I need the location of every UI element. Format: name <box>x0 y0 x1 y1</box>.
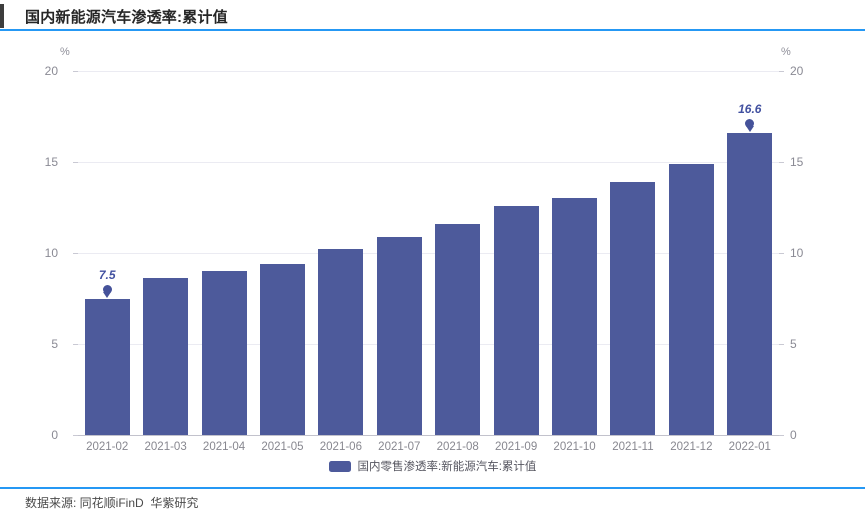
pin-head-icon <box>745 118 755 128</box>
y-axis-tick-left <box>73 344 78 345</box>
bar-2021-11[interactable] <box>610 182 656 435</box>
bar-2021-03[interactable] <box>143 278 189 435</box>
bar-2021-06[interactable] <box>318 249 364 435</box>
bar-2022-01[interactable] <box>727 132 773 435</box>
y-axis-tick-right <box>779 162 784 163</box>
title-accent-bar <box>0 4 4 28</box>
x-axis-label: 2021-06 <box>319 441 362 453</box>
y-axis-label-left: 20 <box>44 64 58 78</box>
y-axis-label-right: 10 <box>790 246 804 260</box>
y-axis-label-left: 15 <box>44 155 58 169</box>
x-axis-label: 2021-11 <box>612 441 654 453</box>
chart-header: 国内新能源汽车渗透率:累计值 <box>0 0 865 31</box>
bar-2021-10[interactable] <box>552 198 598 435</box>
x-axis-label: 2021-10 <box>553 441 596 453</box>
pin-tail-icon <box>103 291 112 298</box>
data-point-pin <box>102 284 112 298</box>
y-axis-tick-right <box>779 344 784 345</box>
pin-tail-icon <box>745 125 754 132</box>
bar-2021-09[interactable] <box>493 205 539 435</box>
x-axis-label: 2021-07 <box>378 441 421 453</box>
bar-chart: % % 0 0 5 5 10 10 15 15 20 20 2021-02 2021-03 2021-0… <box>0 33 865 483</box>
y-axis-unit-right: % <box>781 46 791 58</box>
bar-2021-05[interactable] <box>259 263 305 435</box>
bar-2021-04[interactable] <box>201 271 247 435</box>
bar-2021-08[interactable] <box>435 223 481 435</box>
y-axis-tick-left <box>73 253 78 254</box>
y-axis-tick-left <box>73 162 78 163</box>
y-axis-tick-left <box>73 71 78 72</box>
footer-divider <box>0 487 865 489</box>
data-source-text: 数据来源: 同花顺iFinD 华紫研究 <box>25 496 199 510</box>
x-axis-label: 2021-04 <box>202 441 246 453</box>
y-axis-unit-left: % <box>60 46 70 58</box>
y-axis-label-right: 20 <box>790 64 804 78</box>
x-axis-label: 2021-02 <box>86 441 129 453</box>
legend-swatch <box>328 460 351 472</box>
bar-2021-02[interactable] <box>84 298 130 435</box>
data-point-pin <box>745 118 755 132</box>
y-axis-label-right: 0 <box>790 428 797 442</box>
page-title: 国内新能源汽车渗透率:累计值 <box>25 9 228 26</box>
x-axis-label: 2022-01 <box>728 441 771 453</box>
y-axis-tick-right <box>779 253 784 254</box>
y-axis-label-left: 10 <box>44 246 58 260</box>
x-axis-line <box>78 435 779 436</box>
grid-line <box>78 344 779 345</box>
grid-line <box>78 71 779 72</box>
grid-line <box>78 162 779 163</box>
y-axis-label-left: 0 <box>51 428 58 442</box>
y-axis-tick-left <box>73 435 78 436</box>
data-point-label: 16.6 <box>738 101 762 116</box>
bar-2021-12[interactable] <box>668 163 714 435</box>
x-axis-label: 2021-03 <box>144 441 187 453</box>
y-axis-label-right: 5 <box>790 337 797 351</box>
y-axis-tick-right <box>779 71 784 72</box>
grid-line <box>78 253 779 254</box>
data-point-label: 7.5 <box>98 267 116 282</box>
y-axis-tick-right <box>779 435 784 436</box>
x-axis-label: 2021-08 <box>436 441 479 453</box>
y-axis-label-left: 5 <box>51 337 58 351</box>
legend[interactable]: 国内零售渗透率:新能源汽车:累计值 <box>0 456 865 476</box>
y-axis-label-right: 15 <box>790 155 804 169</box>
pin-head-icon <box>102 284 112 294</box>
bar-2021-07[interactable] <box>376 236 422 435</box>
x-axis-label: 2021-05 <box>261 441 304 453</box>
x-axis-label: 2021-12 <box>670 441 713 453</box>
legend-label: 国内零售渗透率:新能源汽车:累计值 <box>357 461 537 473</box>
x-axis-label: 2021-09 <box>495 441 538 453</box>
